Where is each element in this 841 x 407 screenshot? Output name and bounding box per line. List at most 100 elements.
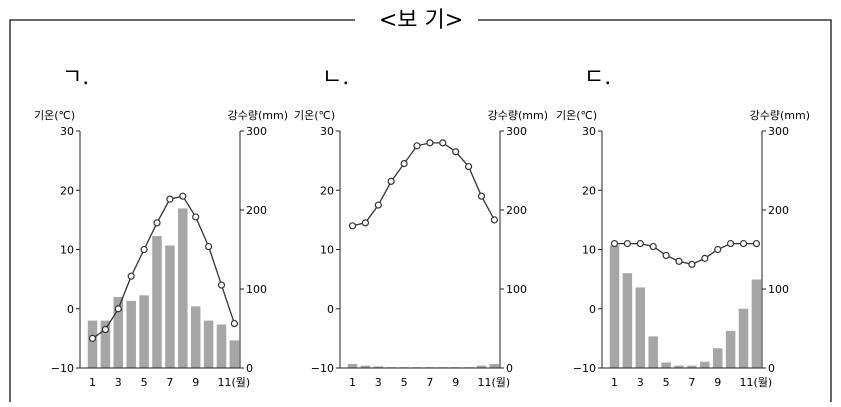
- temperature-point: [217, 281, 226, 289]
- temperature-point: [477, 192, 486, 200]
- precipitation-bar: [738, 308, 749, 368]
- temperature-point: [348, 222, 357, 230]
- precipitation-bar: [635, 287, 646, 368]
- precipitation-bar: [712, 348, 723, 368]
- y-tick-label-left: −10: [51, 362, 74, 375]
- box-border: [9, 19, 832, 402]
- precipitation-bar: [190, 306, 201, 368]
- precipitation-bar: [687, 365, 697, 368]
- precipitation-bar: [751, 279, 762, 368]
- temperature-point: [166, 195, 174, 203]
- y-tick-label-left: 10: [60, 244, 74, 257]
- temperature-point: [179, 192, 187, 200]
- x-tick-label: 1: [611, 376, 618, 389]
- y-tick-label-left: 30: [582, 125, 596, 138]
- temperature-point: [726, 239, 735, 248]
- precipitation-bar: [360, 365, 371, 368]
- y-tick-label-left: 10: [582, 244, 596, 257]
- temperature-line: [92, 195, 236, 339]
- x-tick-label: 11(월): [478, 376, 511, 389]
- temperature-point: [400, 159, 408, 168]
- x-tick-label: 1: [349, 376, 356, 389]
- temperature-line: [352, 142, 495, 227]
- temperature-point: [662, 251, 670, 260]
- y-axis-right-title: 강수량(mm): [750, 109, 810, 122]
- y-tick-label-right: 100: [246, 283, 267, 296]
- y-tick-label-right: 200: [246, 204, 267, 217]
- y-tick-label-right: 300: [246, 125, 267, 138]
- temperature-point: [465, 162, 473, 171]
- precipitation-bar: [229, 340, 240, 368]
- precipitation-bar: [622, 273, 633, 368]
- y-tick-label-right: 0: [768, 362, 775, 375]
- example-box-frame: [9, 19, 832, 402]
- precipitation-bar: [489, 364, 500, 368]
- temperature-point: [140, 245, 148, 254]
- precipitation-bar: [87, 320, 98, 368]
- precipitation-bar: [674, 365, 684, 368]
- temperature-point: [701, 254, 709, 262]
- precipitation-bar: [700, 361, 710, 368]
- precipitation-bar: [113, 296, 124, 368]
- x-tick-label: 3: [115, 376, 122, 389]
- temperature-point: [114, 305, 122, 313]
- x-tick-label: 5: [141, 376, 148, 389]
- y-tick-label-left: 20: [320, 184, 334, 197]
- precipitation-bar: [609, 245, 620, 368]
- temperature-point: [230, 319, 238, 328]
- y-tick-label-left: −10: [311, 362, 334, 375]
- chart-label: ㄷ.: [584, 65, 611, 90]
- temperature-point: [623, 239, 632, 248]
- x-tick-label: 11(월): [218, 376, 251, 389]
- temperature-point: [610, 239, 619, 248]
- chart-label: ㄱ.: [62, 65, 89, 90]
- y-tick-label-left: 0: [67, 303, 74, 316]
- y-tick-label-right: 200: [768, 204, 789, 217]
- y-tick-label-left: 0: [589, 303, 596, 316]
- temperature-point: [636, 239, 644, 248]
- y-axis-right-title: 강수량(mm): [228, 109, 288, 122]
- precipitation-bar: [203, 320, 214, 368]
- temperature-point: [205, 242, 213, 251]
- temperature-point: [714, 245, 722, 254]
- box-title: <보 기>: [379, 8, 463, 33]
- temperature-point: [387, 177, 395, 185]
- x-tick-label: 7: [688, 376, 695, 389]
- y-axis-left-title: 기온(℃): [34, 109, 75, 122]
- x-tick-label: 3: [637, 376, 644, 389]
- x-tick-label: 9: [714, 376, 721, 389]
- y-tick-label-left: 30: [320, 125, 334, 138]
- y-tick-label-right: 0: [506, 362, 513, 375]
- temperature-point: [192, 213, 200, 221]
- precipitation-bar: [178, 208, 188, 368]
- precipitation-bar: [216, 324, 227, 368]
- y-tick-label-right: 100: [768, 283, 789, 296]
- x-tick-label: 7: [426, 376, 433, 389]
- precipitation-bar: [100, 320, 111, 368]
- precipitation-bar: [347, 364, 358, 368]
- temperature-point: [439, 139, 447, 147]
- temperature-point: [153, 219, 161, 227]
- temperature-point: [88, 334, 97, 342]
- temperature-point: [127, 272, 135, 280]
- y-tick-label-right: 100: [506, 283, 527, 296]
- temperature-point: [739, 239, 748, 248]
- temperature-point: [361, 219, 369, 227]
- precipitation-bar: [165, 245, 175, 368]
- precipitation-bar: [476, 365, 487, 368]
- y-tick-label-left: 20: [60, 184, 74, 197]
- y-tick-label-left: 20: [582, 184, 596, 197]
- x-tick-label: 9: [192, 376, 199, 389]
- precipitation-bar: [373, 366, 384, 368]
- temperature-point: [649, 242, 657, 251]
- chart-label: ㄴ.: [322, 65, 349, 90]
- x-tick-label: 7: [166, 376, 173, 389]
- x-tick-label: 9: [452, 376, 459, 389]
- precipitation-bar: [139, 295, 149, 368]
- x-tick-label: 1: [89, 376, 96, 389]
- temperature-line: [614, 242, 757, 265]
- y-tick-label-left: 0: [327, 303, 334, 316]
